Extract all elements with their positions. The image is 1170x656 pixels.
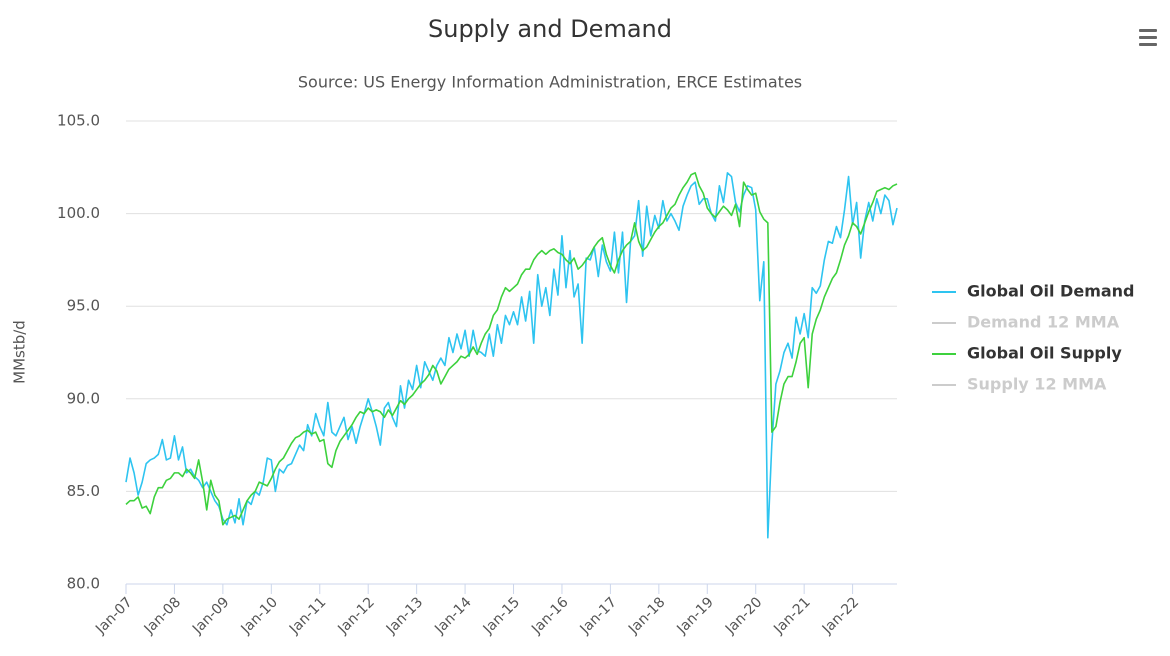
y-tick-label: 100.0 <box>57 204 100 222</box>
x-tick-label: Jan-20 <box>722 594 765 637</box>
x-tick-label: Jan-21 <box>770 594 813 637</box>
x-tick-label: Jan-18 <box>625 594 668 637</box>
x-tick-label: Jan-15 <box>480 594 523 637</box>
x-tick-label: Jan-10 <box>238 594 281 637</box>
legend-label[interactable]: Global Oil Demand <box>967 282 1135 301</box>
x-tick-label: Jan-14 <box>431 594 475 638</box>
x-tick-label: Jan-11 <box>286 594 329 637</box>
y-tick-label: 90.0 <box>67 389 100 407</box>
chart-subtitle: Source: US Energy Information Administra… <box>298 73 802 92</box>
x-tick-label: Jan-12 <box>334 594 377 637</box>
y-tick-label: 95.0 <box>67 297 100 315</box>
x-tick-label: Jan-07 <box>92 594 135 637</box>
x-tick-label: Jan-22 <box>819 594 862 637</box>
x-tick-label: Jan-19 <box>673 594 716 637</box>
y-tick-label: 105.0 <box>57 112 100 130</box>
chart-title: Supply and Demand <box>428 15 672 43</box>
series-line <box>125 172 898 526</box>
x-tick-label: Jan-17 <box>577 594 620 637</box>
x-tick-label: Jan-08 <box>141 594 184 637</box>
y-tick-label: 85.0 <box>67 482 100 500</box>
series-line <box>125 172 898 539</box>
menu-button[interactable] <box>1136 26 1160 48</box>
x-tick-label: Jan-16 <box>528 594 572 638</box>
legend-label[interactable]: Supply 12 MMA <box>967 375 1107 394</box>
y-tick-label: 80.0 <box>67 575 100 593</box>
x-tick-label: Jan-13 <box>383 594 426 637</box>
x-tick-label: Jan-09 <box>189 594 232 637</box>
y-axis-label: MMstb/d <box>11 320 29 384</box>
legend-label[interactable]: Demand 12 MMA <box>967 313 1120 332</box>
legend-label[interactable]: Global Oil Supply <box>967 344 1122 363</box>
